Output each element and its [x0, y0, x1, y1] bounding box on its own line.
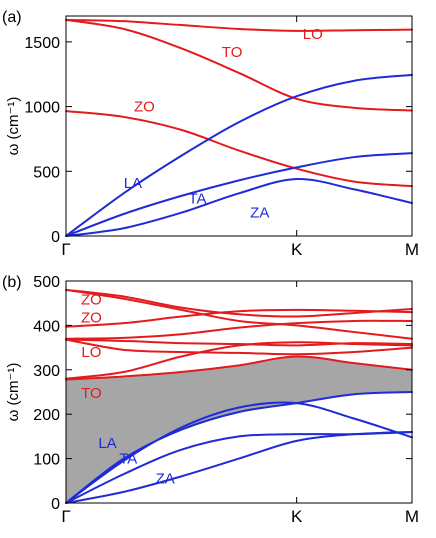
plot-frame [65, 280, 413, 504]
gap-region-fill [66, 356, 412, 503]
branch-label-zo: ZO [134, 99, 155, 116]
series-line-to [65, 18, 413, 112]
y-tick-label: 300 [33, 363, 60, 380]
series-line-za [65, 178, 413, 237]
branch-label-zo: ZO [81, 292, 102, 309]
panel-label: (a) [2, 9, 22, 26]
series-line-la2 [65, 401, 413, 504]
y-axis-label: ω (cm⁻¹) [5, 363, 22, 422]
y-tick-label: 500 [33, 274, 60, 291]
branch-label-la: LA [98, 435, 116, 452]
branch-label-lo: LO [81, 344, 101, 361]
branch-label-to: TO [81, 385, 102, 402]
series-line-lo2 [65, 338, 413, 356]
y-tick-label: 1500 [24, 35, 60, 52]
x-tick-label: Γ [61, 507, 70, 526]
series-line-la1 [65, 391, 413, 504]
y-tick-label: 0 [51, 229, 60, 246]
series-line-to1 [65, 341, 413, 380]
y-tick-label: 0 [51, 496, 60, 513]
series-line-lo [65, 18, 413, 32]
y-tick-label: 500 [33, 164, 60, 181]
series-line-to2 [65, 355, 413, 381]
series-line-zo2 [65, 308, 413, 328]
branch-label-ta: TA [119, 451, 137, 468]
panel-a: 0 500 1000 1500 Γ K Mω (cm⁻¹) (a) LO TO ZO LA TA ZA [2, 9, 419, 259]
series-line-la [65, 73, 413, 237]
x-tick-label: M [405, 240, 419, 259]
x-tick-label: M [405, 507, 419, 526]
series-line-zo1 [65, 288, 413, 318]
branch-label-lo: LO [303, 26, 323, 43]
y-axis-label: ω (cm⁻¹) [5, 97, 22, 156]
series-line-za [65, 430, 413, 504]
panel-label: (b) [2, 274, 22, 291]
series-line-o4 [65, 319, 413, 340]
branch-label-to: TO [222, 44, 243, 61]
y-tick-label: 100 [33, 452, 60, 469]
branch-label-ta: TA [188, 190, 206, 207]
series-line-o3 [65, 288, 413, 340]
y-tick-label: 400 [33, 318, 60, 335]
series-line-zo [65, 110, 413, 188]
plot-frame [65, 15, 413, 237]
series-line-ta [65, 152, 413, 237]
branch-label-la: LA [124, 175, 142, 192]
x-tick-label: K [291, 507, 303, 526]
branch-label-za: ZA [156, 471, 175, 488]
branch-label-za: ZA [250, 205, 269, 222]
branch-label-zo: ZO [81, 309, 102, 326]
y-tick-label: 200 [33, 407, 60, 424]
x-tick-label: Γ [61, 240, 70, 259]
x-tick-label: K [291, 240, 303, 259]
y-tick-label: 1000 [24, 100, 60, 117]
